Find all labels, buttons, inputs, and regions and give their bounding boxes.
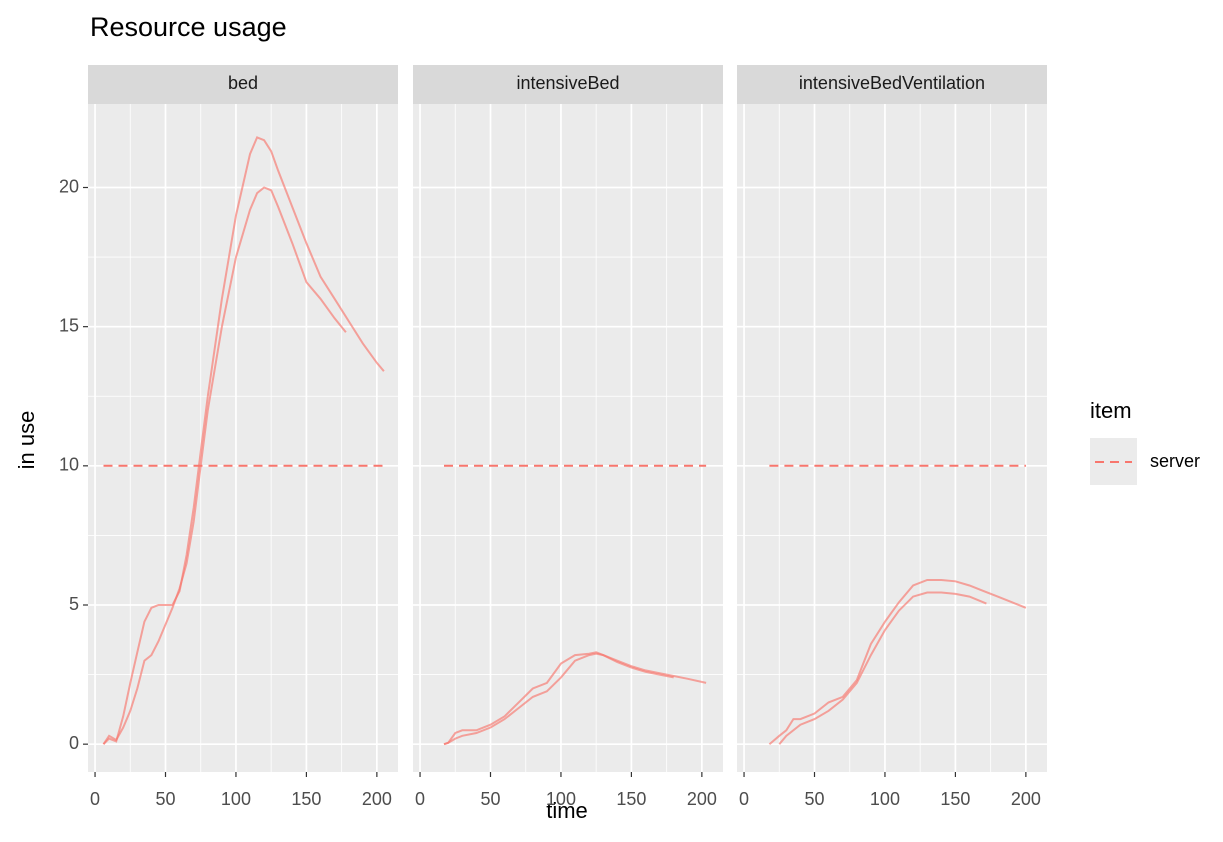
strip	[413, 65, 723, 104]
usage-line	[102, 136, 385, 745]
x-tick-label: 150	[940, 789, 970, 809]
x-tick-label: 100	[221, 789, 251, 809]
usage-line	[443, 651, 707, 746]
x-tick-label: 100	[546, 789, 576, 809]
legend-label: server	[1150, 451, 1200, 471]
x-axis-label: time	[546, 798, 588, 823]
chart-title: Resource usage	[90, 12, 287, 42]
strip-label: intensiveBedVentilation	[799, 73, 985, 93]
x-tick-label: 200	[362, 789, 392, 809]
y-tick-label: 20	[59, 176, 79, 196]
panel-background	[88, 104, 398, 772]
x-tick-label: 150	[616, 789, 646, 809]
panel-background	[737, 104, 1047, 772]
y-tick-label: 5	[69, 594, 79, 614]
x-tick-label: 200	[1011, 789, 1041, 809]
x-tick-label: 50	[155, 789, 175, 809]
x-tick-label: 200	[687, 789, 717, 809]
x-tick-label: 0	[739, 789, 749, 809]
x-tick-label: 0	[90, 789, 100, 809]
y-axis-label: in use	[14, 411, 39, 470]
x-tick-label: 0	[415, 789, 425, 809]
legend-title: item	[1090, 398, 1132, 423]
strip	[737, 65, 1047, 104]
usage-line	[443, 652, 674, 746]
strip-label: intensiveBed	[516, 73, 619, 93]
usage-line	[778, 591, 987, 745]
usage-line	[102, 186, 347, 745]
y-tick-label: 15	[59, 315, 79, 335]
y-tick-label: 0	[69, 733, 79, 753]
strip-label: bed	[228, 73, 258, 93]
x-tick-label: 150	[291, 789, 321, 809]
x-tick-label: 100	[870, 789, 900, 809]
x-tick-label: 50	[480, 789, 500, 809]
usage-line	[768, 579, 1027, 745]
panel-background	[413, 104, 723, 772]
strip	[88, 65, 398, 104]
x-tick-label: 50	[804, 789, 824, 809]
y-tick-label: 10	[59, 455, 79, 475]
